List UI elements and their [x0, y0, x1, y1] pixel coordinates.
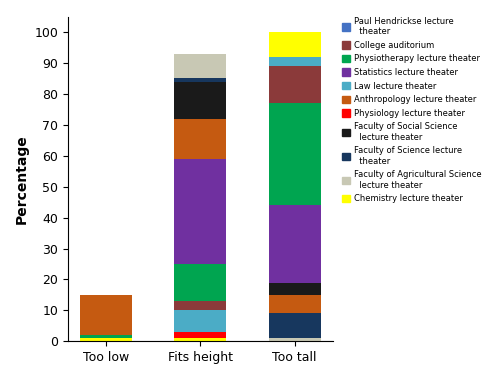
Bar [174, 301, 227, 341]
Bar [174, 264, 227, 341]
Bar [174, 159, 227, 341]
Bar [174, 338, 227, 341]
Bar [80, 295, 132, 341]
Bar [269, 57, 320, 341]
Bar [269, 32, 320, 341]
Bar [174, 301, 227, 341]
Bar [269, 66, 320, 341]
Bar [174, 119, 227, 341]
Y-axis label: Percentage: Percentage [15, 134, 29, 224]
Bar [269, 32, 320, 341]
Legend: Paul Hendrickse lecture
  theater, College auditorium, Physiotherapy lecture the: Paul Hendrickse lecture theater, College… [340, 14, 484, 206]
Bar [269, 338, 320, 341]
Bar [80, 338, 132, 341]
Bar [269, 32, 320, 341]
Bar [80, 338, 132, 341]
Bar [174, 54, 227, 341]
Bar [174, 78, 227, 341]
Bar [80, 338, 132, 341]
Bar [269, 205, 320, 341]
Bar [80, 335, 132, 341]
Bar [269, 295, 320, 341]
Bar [174, 310, 227, 341]
Bar [80, 338, 132, 341]
Bar [80, 338, 132, 341]
Bar [80, 338, 132, 341]
Bar [80, 338, 132, 341]
Bar [269, 313, 320, 341]
Bar [269, 282, 320, 341]
Bar [174, 332, 227, 341]
Bar [80, 338, 132, 341]
Bar [269, 103, 320, 341]
Bar [174, 81, 227, 341]
Bar [80, 338, 132, 341]
